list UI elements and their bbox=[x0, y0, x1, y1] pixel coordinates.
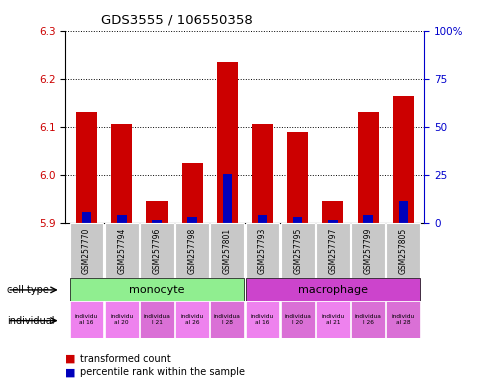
Bar bbox=[82, 212, 91, 223]
Bar bbox=[350, 301, 384, 338]
Bar bbox=[280, 223, 314, 278]
Bar bbox=[216, 62, 237, 223]
Text: individu
al 16: individu al 16 bbox=[250, 314, 273, 325]
Text: ■: ■ bbox=[65, 367, 76, 377]
Text: GSM257770: GSM257770 bbox=[82, 227, 91, 274]
Bar bbox=[111, 124, 132, 223]
Bar bbox=[187, 217, 197, 223]
Bar bbox=[105, 223, 138, 278]
Bar bbox=[316, 301, 349, 338]
Text: individu
al 16: individu al 16 bbox=[75, 314, 98, 325]
Text: ■: ■ bbox=[65, 354, 76, 364]
Text: individua
l 20: individua l 20 bbox=[284, 314, 311, 325]
Bar bbox=[398, 201, 407, 223]
Bar bbox=[252, 124, 272, 223]
Text: GSM257799: GSM257799 bbox=[363, 227, 372, 274]
Text: monocyte: monocyte bbox=[129, 285, 184, 295]
Bar bbox=[386, 301, 419, 338]
Bar bbox=[76, 112, 97, 223]
Text: GSM257793: GSM257793 bbox=[257, 227, 267, 274]
Text: individu
al 28: individu al 28 bbox=[391, 314, 414, 325]
Text: GSM257796: GSM257796 bbox=[152, 227, 161, 274]
Text: transformed count: transformed count bbox=[80, 354, 170, 364]
Bar bbox=[350, 223, 384, 278]
Text: GSM257805: GSM257805 bbox=[398, 227, 407, 274]
Bar bbox=[245, 223, 279, 278]
Bar bbox=[386, 223, 419, 278]
Bar bbox=[210, 223, 244, 278]
Bar bbox=[140, 223, 173, 278]
Bar bbox=[245, 278, 419, 301]
Bar bbox=[70, 223, 103, 278]
Text: individua
l 28: individua l 28 bbox=[213, 314, 240, 325]
Bar bbox=[357, 112, 378, 223]
Text: GSM257801: GSM257801 bbox=[222, 227, 231, 274]
Bar bbox=[328, 220, 337, 223]
Text: individu
al 20: individu al 20 bbox=[110, 314, 133, 325]
Bar bbox=[175, 301, 209, 338]
Bar bbox=[287, 131, 308, 223]
Bar bbox=[292, 217, 302, 223]
Text: individu
al 21: individu al 21 bbox=[320, 314, 344, 325]
Text: GSM257794: GSM257794 bbox=[117, 227, 126, 274]
Text: individua
l 21: individua l 21 bbox=[143, 314, 170, 325]
Bar bbox=[222, 174, 232, 223]
Bar bbox=[363, 215, 372, 223]
Bar bbox=[152, 220, 161, 223]
Text: percentile rank within the sample: percentile rank within the sample bbox=[80, 367, 244, 377]
Text: GSM257797: GSM257797 bbox=[328, 227, 337, 274]
Bar bbox=[280, 301, 314, 338]
Bar bbox=[117, 215, 126, 223]
Bar bbox=[245, 301, 279, 338]
Text: individua
l 26: individua l 26 bbox=[354, 314, 381, 325]
Bar bbox=[210, 301, 244, 338]
Bar bbox=[316, 223, 349, 278]
Bar bbox=[257, 215, 267, 223]
Bar bbox=[175, 223, 209, 278]
Bar bbox=[146, 201, 167, 223]
Text: cell type: cell type bbox=[7, 285, 49, 295]
Bar bbox=[140, 301, 173, 338]
Text: individu
al 26: individu al 26 bbox=[180, 314, 203, 325]
Bar bbox=[322, 201, 343, 223]
Text: macrophage: macrophage bbox=[297, 285, 367, 295]
Text: GSM257798: GSM257798 bbox=[187, 227, 196, 274]
Bar bbox=[70, 301, 103, 338]
Bar bbox=[70, 278, 244, 301]
Text: individual: individual bbox=[7, 316, 55, 326]
Text: GSM257795: GSM257795 bbox=[293, 227, 302, 274]
Bar bbox=[392, 96, 413, 223]
Text: GDS3555 / 106550358: GDS3555 / 106550358 bbox=[101, 14, 253, 27]
Bar bbox=[105, 301, 138, 338]
Bar bbox=[181, 163, 202, 223]
